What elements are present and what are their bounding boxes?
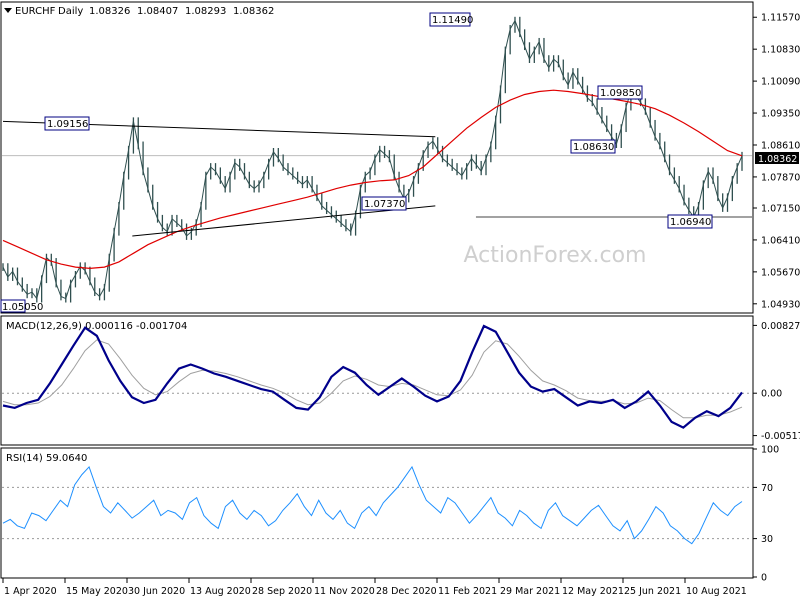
x-tick-label: 28 Sep 2020: [252, 586, 312, 597]
annotation-box-mid-low: [570, 139, 616, 154]
main-y-tick-label: 1.07150: [761, 203, 800, 214]
main-y-tick-label: 1.11570: [761, 13, 800, 24]
annotation-mid: 1.09850: [600, 88, 641, 99]
x-tick-label: 13 Aug 2020: [190, 586, 251, 597]
main-y-tick-label: 1.08610: [761, 140, 800, 151]
macd-y-tick-label: 0.00: [761, 389, 782, 400]
annotation-upper: 1.09156: [47, 119, 88, 130]
ohlc-high: 1.08407: [137, 6, 178, 17]
macd-label: MACD(12,26,9) 0.000116 -0.001704: [6, 321, 187, 332]
annotation-dec: 1.07370: [364, 199, 405, 210]
main-y-tick-label: 1.10830: [761, 45, 800, 56]
symbol-label: EURCHF: [15, 6, 56, 17]
main-y-tick-label: 1.10090: [761, 77, 800, 88]
annotation-box-dec: [361, 196, 407, 211]
timeframe-label: Daily: [58, 6, 83, 17]
x-tick-label: 29 Mar 2021: [500, 586, 560, 597]
macd-panel: [2, 324, 752, 429]
annotation-box-low: [667, 214, 713, 229]
x-tick-label: 12 May 2021: [562, 586, 624, 597]
main-y-tick-label: 1.05670: [761, 267, 800, 278]
rsi-y-axis: 100 70 30 0: [753, 445, 779, 584]
main-price-panel: [2, 16, 752, 303]
annotation-box-start: [0, 299, 26, 313]
lower-trendline: [132, 205, 436, 237]
macd-panel-frame: [0, 315, 754, 446]
last-price-box: [755, 152, 799, 164]
rsi-line: [2, 465, 743, 545]
rsi-y-tick-label: 70: [761, 483, 773, 494]
x-tick-label: 10 Aug 2021: [686, 586, 747, 597]
rsi-y-tick-label: 0: [761, 573, 767, 584]
macd-y-axis: 0.008276 0.00 -0.005174: [753, 321, 800, 442]
x-tick-label: 25 Jun 2021: [624, 586, 681, 597]
ohlc-open: 1.08326: [89, 6, 130, 17]
last-price-label: 1.08362: [758, 154, 797, 165]
x-tick-label: 15 May 2020: [66, 586, 128, 597]
main-y-tick-label: 1.06410: [761, 235, 800, 246]
x-tick-label: 11 Nov 2020: [314, 586, 375, 597]
annotation-low: 1.06940: [670, 217, 711, 228]
ohlc-close: 1.08362: [233, 6, 274, 17]
watermark: ActionForex.com: [464, 243, 647, 268]
main-y-axis: 1.11570 1.10830 1.10090 1.09350 1.08610 1.078…: [753, 13, 800, 310]
price-annotations: 1.11490 1.09156 1.09850 1.08630 1.07370 …: [0, 12, 713, 313]
x-axis: 1 Apr 2020 15 May 2020 30 Jun 2020 13 Aug 2…: [2, 578, 747, 597]
macd-line: [2, 324, 743, 429]
macd-y-tick-label: -0.005174: [761, 431, 800, 442]
macd-signal-line: [2, 339, 743, 419]
caret-down-icon: [4, 8, 12, 13]
rsi-label: RSI(14) 59.0640: [6, 453, 87, 464]
moving-average-line: [2, 89, 743, 270]
annotation-start: 1.05050: [2, 302, 43, 313]
rsi-y-tick-label: 30: [761, 534, 773, 545]
annotation-box-mid: [597, 85, 643, 100]
price-close-line: [2, 19, 743, 300]
rsi-panel-frame: [0, 447, 754, 579]
main-y-tick-label: 1.09350: [761, 109, 800, 120]
main-y-tick-label: 1.04930: [761, 299, 800, 310]
annotation-high: 1.11490: [432, 15, 473, 26]
rsi-y-tick-label: 100: [761, 445, 779, 456]
annotation-box-upper: [44, 116, 90, 131]
ohlc-low: 1.08293: [185, 6, 226, 17]
rsi-panel: [2, 465, 752, 545]
annotation-mid-low: 1.08630: [573, 142, 614, 153]
main-y-tick-label: 1.07870: [761, 172, 800, 183]
main-panel-frame: [0, 1, 754, 314]
x-tick-label: 11 Feb 2021: [438, 586, 497, 597]
annotation-box-high: [429, 12, 471, 27]
macd-y-tick-label: 0.008276: [761, 321, 800, 332]
x-tick-label: 1 Apr 2020: [4, 586, 57, 597]
x-tick-label: 30 Jun 2020: [128, 586, 185, 597]
x-tick-label: 28 Dec 2020: [376, 586, 437, 597]
chart-header: EURCHF Daily 1.08326 1.08407 1.08293 1.0…: [4, 6, 274, 17]
